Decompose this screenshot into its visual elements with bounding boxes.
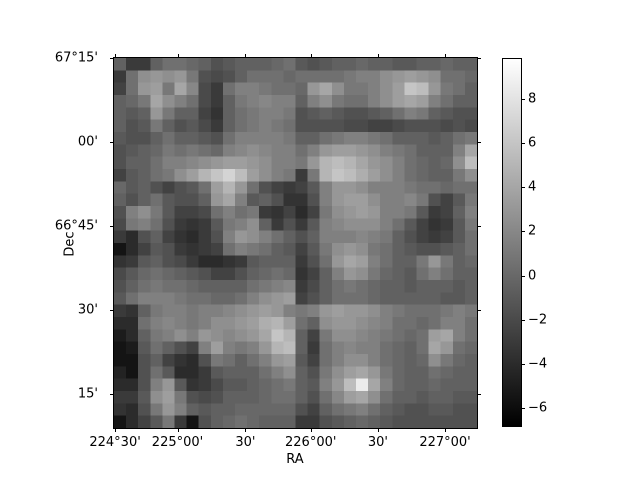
y-tick-label: 15' (77, 386, 98, 402)
x-tick (177, 428, 179, 432)
x-tick (310, 428, 312, 432)
y-tick-right (477, 141, 481, 143)
colorbar-tick (521, 275, 525, 277)
x-tick (445, 428, 447, 432)
colorbar-tick (521, 98, 525, 100)
x-tick-top (445, 54, 447, 58)
y-tick (110, 225, 114, 227)
colorbar-tick-label: 6 (528, 135, 537, 151)
x-tick (115, 428, 117, 432)
x-tick-label: 226°00' (285, 435, 337, 450)
colorbar-tick (521, 408, 525, 410)
colorbar-tick (521, 143, 525, 144)
colorbar-tick-label: −6 (528, 400, 548, 416)
x-tick (377, 428, 379, 432)
y-tick-label: 30' (77, 302, 98, 318)
y-axis-label: Dec (62, 231, 78, 257)
x-tick-top (245, 54, 247, 58)
y-tick (110, 393, 114, 395)
y-tick-right (477, 309, 481, 311)
x-tick-top (310, 54, 312, 58)
x-axis-label: RA (286, 452, 304, 467)
x-tick (245, 428, 247, 432)
colorbar-tick-label: 4 (528, 179, 537, 195)
x-tick-label: 224°30' (89, 435, 141, 450)
colorbar-tick-label: 0 (528, 268, 537, 284)
y-tick-right (477, 225, 481, 227)
colorbar-tick-label: 8 (528, 91, 537, 107)
x-tick-label: 225°00' (151, 435, 204, 450)
y-tick-label: 67°15' (54, 50, 98, 66)
x-tick-label: 30' (367, 435, 388, 450)
x-tick-label: 227°00' (419, 435, 471, 450)
colorbar-tick-label: −2 (528, 312, 548, 328)
plot-area: 224°30' 225°00' 30' 226°00' 30' 227°00' 67°15'… (55, 51, 481, 450)
y-tick-right (477, 393, 481, 395)
colorbar: 8 6 4 2 0 −2 −4 −6 (502, 58, 547, 427)
x-tick-label: 30' (235, 435, 256, 450)
y-tick-label: 66°45' (54, 218, 98, 234)
y-tick (110, 309, 114, 311)
colorbar-tick (521, 231, 525, 233)
y-tick (110, 141, 114, 143)
x-tick-top (115, 54, 117, 58)
colorbar-tick (521, 364, 525, 366)
x-tick-top (377, 54, 379, 58)
colorbar-tick (521, 319, 525, 321)
x-tick-top (177, 54, 179, 58)
y-tick (110, 58, 114, 59)
colorbar-tick-label: 2 (528, 223, 537, 239)
heatmap-image (114, 58, 477, 428)
colorbar-tick (521, 187, 525, 189)
y-tick-right (477, 58, 481, 59)
y-tick-label: 00' (77, 134, 98, 150)
colorbar-tick-label: −4 (528, 356, 548, 372)
